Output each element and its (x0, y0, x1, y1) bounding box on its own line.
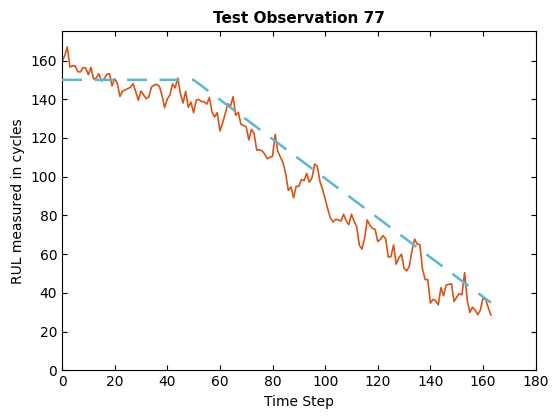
Title: Test Observation 77: Test Observation 77 (213, 11, 385, 26)
Y-axis label: RUL measured in cycles: RUL measured in cycles (11, 118, 25, 284)
X-axis label: Time Step: Time Step (264, 395, 334, 409)
